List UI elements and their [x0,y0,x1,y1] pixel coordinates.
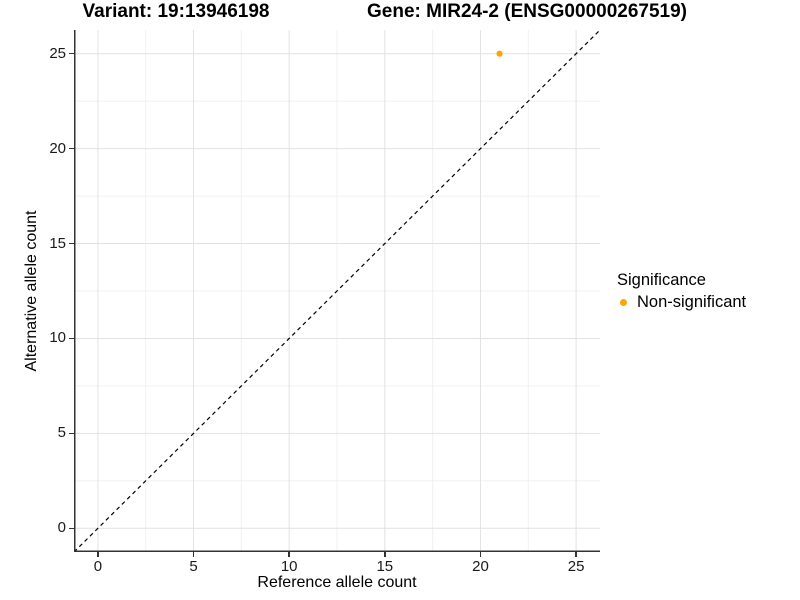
y-tick-label: 20 [49,139,66,157]
y-tick-mark [69,147,74,150]
legend: Significance Non-significant [617,271,747,312]
x-tick-label: 20 [472,558,489,575]
legend-title: Significance [617,271,706,289]
y-tick-label: 25 [49,44,66,62]
x-tick-label: 5 [189,558,198,575]
y-tick-mark [69,52,74,55]
y-tick-mark [69,432,74,435]
y-tick-label: 15 [49,234,66,252]
plot-canvas [74,30,600,552]
x-tick-label: 15 [376,558,394,575]
data-point [496,50,503,57]
y-tick-label: 0 [57,519,66,537]
x-tick-mark [479,552,482,557]
plot-title-variant: Variant: 19:13946198 [82,1,270,22]
x-tick-mark [288,552,290,557]
x-tick-mark [97,552,99,557]
x-tick-mark [384,552,386,557]
plot-panel [74,30,600,552]
y-tick-label: 5 [57,424,66,442]
legend-entry: Non-significant [617,293,747,311]
legend-entries: Non-significant [617,293,747,311]
legend-key-dot-icon [620,299,627,306]
x-tick-mark [575,552,577,557]
y-tick-mark [69,527,74,530]
legend-entry-label: Non-significant [637,293,747,311]
x-tick-mark [192,552,195,557]
x-tick-label: 10 [280,558,298,575]
y-tick-label: 10 [49,329,66,347]
plot-title-gene: Gene: MIR24-2 (ENSG00000267519) [367,1,687,22]
y-tick-mark [69,337,74,340]
x-tick-label: 0 [93,558,103,575]
x-axis-title: Reference allele count [257,574,417,591]
y-tick-mark [69,242,74,245]
identity-line [74,30,600,552]
x-tick-label: 25 [567,558,585,575]
